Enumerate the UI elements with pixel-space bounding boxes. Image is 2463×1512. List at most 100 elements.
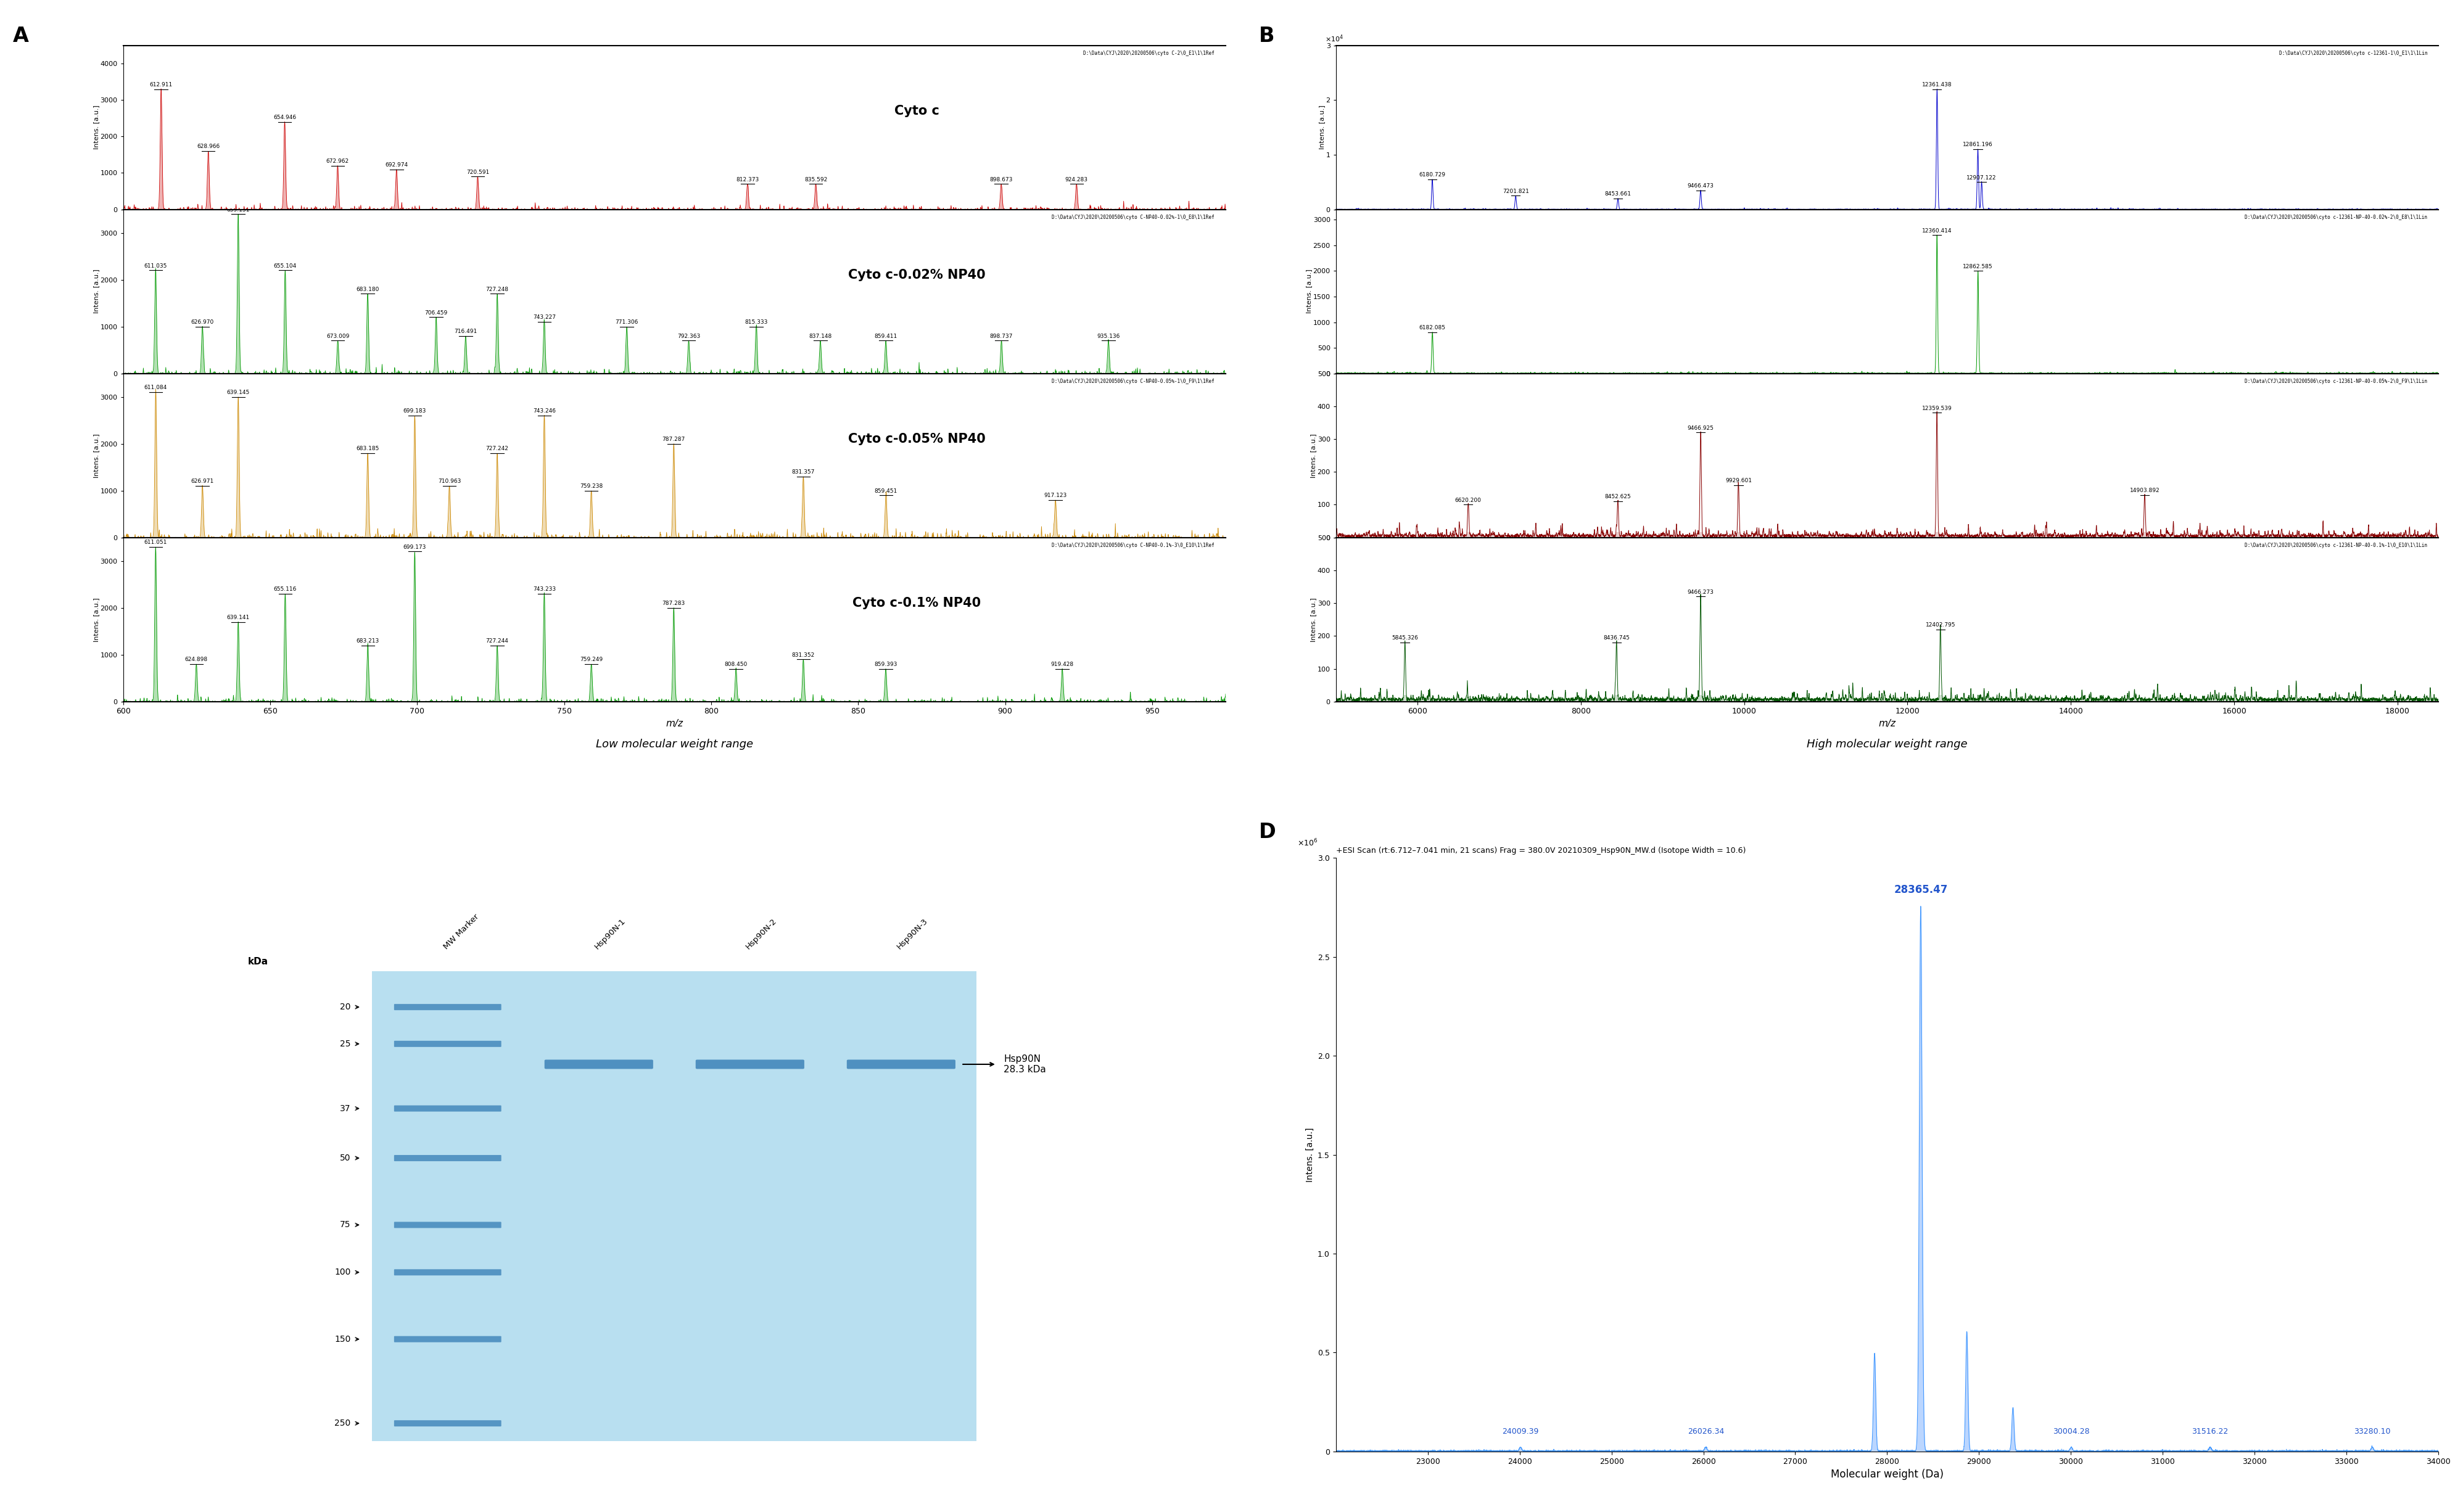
Text: 26026.34: 26026.34	[1687, 1427, 1724, 1436]
Text: D:\Data\CYJ\2020\20200506\cyto C-NP40-0.02%-1\0_E8\1\1Ref: D:\Data\CYJ\2020\20200506\cyto C-NP40-0.…	[1052, 215, 1214, 219]
FancyBboxPatch shape	[394, 1004, 502, 1010]
Text: 624.898: 624.898	[185, 656, 207, 662]
Text: A: A	[12, 26, 30, 45]
Text: 683.213: 683.213	[357, 638, 379, 644]
Text: 611.084: 611.084	[145, 386, 167, 390]
Text: 727.248: 727.248	[485, 287, 510, 292]
Text: 898.673: 898.673	[990, 177, 1012, 183]
Text: D:\Data\CYJ\2020\20200506\cyto c-12361-NP-40-0.02%-2\0_E8\1\1Lin: D:\Data\CYJ\2020\20200506\cyto c-12361-N…	[2244, 215, 2429, 219]
Text: 639.145: 639.145	[227, 390, 249, 395]
Text: 33280.10: 33280.10	[2355, 1427, 2392, 1436]
Text: 706.459: 706.459	[424, 310, 448, 316]
Text: 50: 50	[340, 1154, 350, 1163]
Text: 611.035: 611.035	[143, 263, 167, 269]
Text: 917.123: 917.123	[1044, 493, 1066, 499]
Text: 815.333: 815.333	[744, 319, 768, 325]
Text: D:\Data\CYJ\2020\20200506\cyto C-2\0_E1\1\1Ref: D:\Data\CYJ\2020\20200506\cyto C-2\0_E1\…	[1084, 50, 1214, 56]
Text: 787.283: 787.283	[663, 600, 685, 606]
Text: 759.249: 759.249	[579, 656, 603, 662]
Text: +ESI Scan (rt:6.712–7.041 min, 21 scans) Frag = 380.0V 20210309_Hsp90N_MW.d (Iso: +ESI Scan (rt:6.712–7.041 min, 21 scans)…	[1335, 847, 1746, 854]
Text: D:\Data\CYJ\2020\20200506\cyto c-12361-1\0_E1\1\1Lin: D:\Data\CYJ\2020\20200506\cyto c-12361-1…	[2278, 50, 2429, 56]
Text: Cyto c: Cyto c	[894, 104, 938, 116]
Text: D:\Data\CYJ\2020\20200506\cyto C-NP40-0.05%-1\0_F9\1\1Ref: D:\Data\CYJ\2020\20200506\cyto C-NP40-0.…	[1052, 378, 1214, 384]
Text: 6182.085: 6182.085	[1419, 325, 1446, 331]
Text: 743.233: 743.233	[532, 587, 557, 593]
FancyBboxPatch shape	[394, 1222, 502, 1228]
Text: D:\Data\CYJ\2020\20200506\cyto c-12361-NP-40-0.1%-1\0_E10\1\1Lin: D:\Data\CYJ\2020\20200506\cyto c-12361-N…	[2244, 543, 2429, 547]
Text: 150: 150	[335, 1335, 350, 1344]
Text: 639.141: 639.141	[227, 615, 249, 620]
Text: 37: 37	[340, 1104, 350, 1113]
Text: 250: 250	[335, 1420, 350, 1427]
Y-axis label: Intens. [a.u.]: Intens. [a.u.]	[94, 106, 99, 150]
Text: 12359.539: 12359.539	[1921, 405, 1953, 411]
Text: $\times10^4$: $\times10^4$	[1325, 33, 1342, 44]
Text: 7201.821: 7201.821	[1502, 189, 1530, 194]
Text: 24009.39: 24009.39	[1502, 1427, 1539, 1436]
Text: 743.227: 743.227	[532, 314, 557, 321]
Y-axis label: Intens. [a.u.]: Intens. [a.u.]	[94, 434, 99, 478]
Text: 859.451: 859.451	[874, 488, 897, 494]
Text: 727.242: 727.242	[485, 446, 507, 452]
Text: $\times10^6$: $\times10^6$	[1298, 838, 1318, 848]
Text: 8453.661: 8453.661	[1606, 192, 1631, 197]
Text: 28365.47: 28365.47	[1894, 885, 1948, 895]
Text: 655.104: 655.104	[273, 263, 296, 269]
Text: 12402.795: 12402.795	[1926, 623, 1956, 627]
Text: 837.148: 837.148	[808, 334, 832, 339]
Text: 9466.273: 9466.273	[1687, 590, 1714, 594]
Text: D:\Data\CYJ\2020\20200506\cyto c-12361-NP-40-0.05%-2\0_F9\1\1Lin: D:\Data\CYJ\2020\20200506\cyto c-12361-N…	[2244, 378, 2429, 384]
Text: MW Marker: MW Marker	[441, 912, 480, 951]
FancyBboxPatch shape	[394, 1105, 502, 1111]
Text: 611.051: 611.051	[145, 540, 167, 546]
Text: B: B	[1259, 26, 1273, 45]
Y-axis label: Intens. [a.u.]: Intens. [a.u.]	[94, 597, 99, 641]
Text: 831.352: 831.352	[791, 652, 815, 658]
Text: 612.911: 612.911	[150, 82, 172, 88]
Text: 692.974: 692.974	[384, 162, 409, 168]
Text: 808.450: 808.450	[724, 662, 746, 667]
Text: 31516.22: 31516.22	[2192, 1427, 2229, 1436]
Text: 759.238: 759.238	[579, 484, 603, 488]
Text: 654.946: 654.946	[273, 115, 296, 121]
Y-axis label: Intens. [a.u.]: Intens. [a.u.]	[1318, 106, 1325, 150]
Text: 859.411: 859.411	[874, 334, 897, 339]
Text: Hsp90N-1: Hsp90N-1	[594, 916, 628, 951]
Text: Hsp90N
28.3 kDa: Hsp90N 28.3 kDa	[1005, 1054, 1047, 1075]
Text: 935.136: 935.136	[1096, 334, 1121, 339]
Text: 100: 100	[335, 1269, 350, 1276]
Text: 924.283: 924.283	[1064, 177, 1089, 183]
Text: 727.244: 727.244	[485, 638, 510, 644]
Text: 626.971: 626.971	[192, 479, 214, 484]
Text: 792.363: 792.363	[677, 334, 699, 339]
Text: 787.287: 787.287	[663, 437, 685, 442]
Text: Hsp90N-3: Hsp90N-3	[897, 916, 929, 951]
Text: 75: 75	[340, 1220, 350, 1229]
FancyBboxPatch shape	[847, 1060, 956, 1069]
Text: kDa: kDa	[249, 957, 268, 966]
Text: 6620.200: 6620.200	[1456, 497, 1480, 503]
Y-axis label: Intens. [a.u.]: Intens. [a.u.]	[1305, 269, 1313, 313]
Text: Cyto c-0.02% NP40: Cyto c-0.02% NP40	[847, 269, 985, 281]
Text: 14903.892: 14903.892	[2130, 488, 2160, 493]
Text: 683.180: 683.180	[357, 287, 379, 292]
FancyBboxPatch shape	[394, 1040, 502, 1046]
Text: 835.592: 835.592	[805, 177, 828, 183]
Text: 5845.326: 5845.326	[1392, 635, 1419, 641]
Text: Cyto c-0.1% NP40: Cyto c-0.1% NP40	[852, 597, 980, 609]
Y-axis label: Intens. [a.u.]: Intens. [a.u.]	[94, 269, 99, 313]
Text: High molecular weight range: High molecular weight range	[1808, 739, 1968, 750]
Text: 672.962: 672.962	[325, 159, 350, 163]
X-axis label: Molecular weight (Da): Molecular weight (Da)	[1830, 1470, 1943, 1480]
Text: 8436.745: 8436.745	[1603, 635, 1631, 641]
Text: 12862.585: 12862.585	[1963, 263, 1993, 269]
Text: 683.185: 683.185	[357, 446, 379, 452]
X-axis label: m/z: m/z	[665, 720, 682, 729]
Text: 25: 25	[340, 1040, 350, 1048]
Text: 20: 20	[340, 1002, 350, 1012]
Text: 30004.28: 30004.28	[2052, 1427, 2089, 1436]
Text: Low molecular weight range: Low molecular weight range	[596, 739, 754, 750]
Y-axis label: Intens. [a.u.]: Intens. [a.u.]	[1305, 1128, 1315, 1182]
FancyBboxPatch shape	[394, 1269, 502, 1276]
Text: 626.970: 626.970	[192, 319, 214, 325]
